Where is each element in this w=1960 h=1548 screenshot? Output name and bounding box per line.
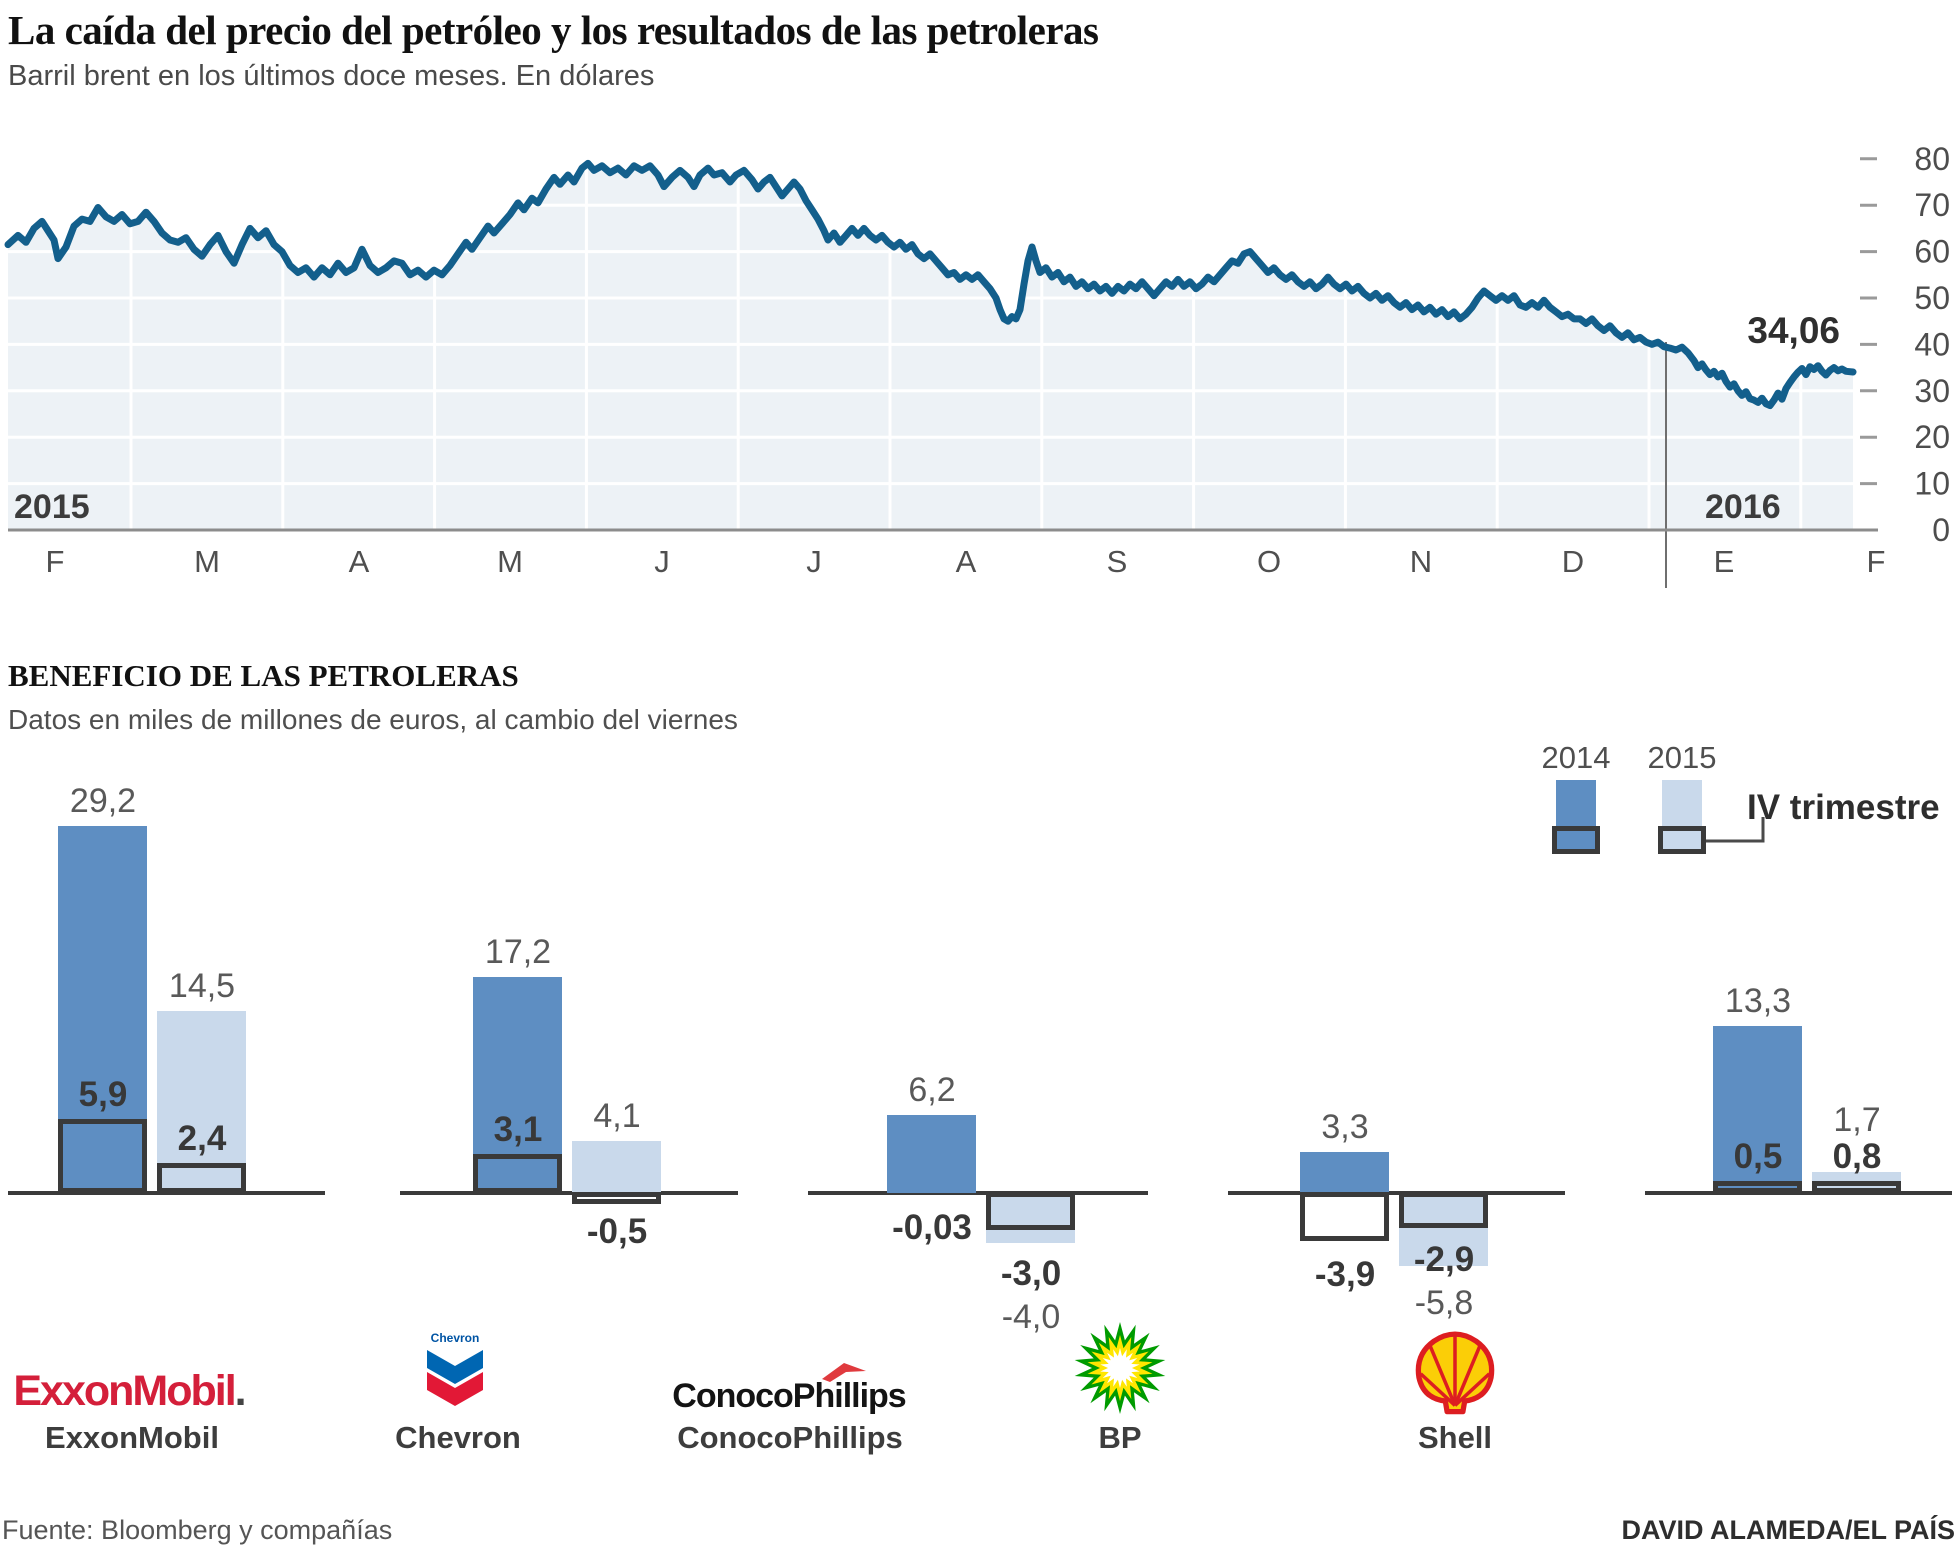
month-label: F: [46, 544, 65, 579]
month-label: A: [956, 544, 977, 579]
legend-swatch-2014: [1556, 780, 1596, 853]
annual-2015-value: 14,5: [168, 967, 236, 1005]
month-label: E: [1714, 544, 1735, 579]
annual-2014-value: 6,2: [908, 1071, 956, 1109]
year-label-2016: 2016: [1705, 488, 1781, 526]
month-label: F: [1867, 544, 1886, 579]
source-note: Fuente: Bloomberg y compañías: [2, 1515, 393, 1545]
y-tick-label: 50: [1914, 280, 1950, 316]
annual-bar: [58, 826, 147, 1193]
q4-2014-value: -3,9: [1314, 1255, 1376, 1294]
annual-bar: [157, 1011, 246, 1193]
q4-2014-value: 0,5: [1733, 1137, 1783, 1176]
brent-price-chart: 0 10 20 30 40 50 60 70 80 F M A M J J A S O N D E F 2015 2016 34…: [4, 141, 1950, 588]
price-area-fill: [8, 163, 1853, 530]
annual-2014-value: 17,2: [484, 933, 552, 971]
annual-bar: [887, 1115, 976, 1193]
y-tick-label: 40: [1914, 326, 1950, 362]
annual-2015-value: 4,1: [593, 1097, 641, 1135]
annual-2015-value: 1,7: [1833, 1101, 1881, 1139]
month-label: S: [1107, 544, 1128, 579]
q4-box: [1300, 1192, 1389, 1241]
q4-2015-value: -0,5: [586, 1212, 648, 1251]
price-chart-subtitle: Barril brent en los últimos doce meses. …: [8, 60, 655, 92]
annual-bar: [986, 1193, 1075, 1243]
month-label: A: [349, 544, 370, 579]
annual-2014-value: 13,3: [1724, 982, 1792, 1020]
legend-q4-box-2014: [1552, 826, 1600, 854]
legend-label-2015: 2015: [1647, 740, 1717, 775]
q4-box: [157, 1163, 246, 1193]
annual-2014-value: 29,2: [69, 782, 137, 820]
annual-bar: [1713, 1026, 1802, 1193]
y-tick-label: 70: [1914, 187, 1950, 223]
credit-note: DAVID ALAMEDA/EL PAÍS: [1621, 1515, 1955, 1545]
y-tick-label: 0: [1932, 512, 1950, 548]
bar-baseline: [8, 1191, 325, 1195]
exxonmobil-logo: ExxonMobil.: [13, 1367, 247, 1415]
month-label: N: [1410, 544, 1432, 579]
q4-2014-value: 5,9: [78, 1075, 128, 1114]
month-label: J: [654, 544, 670, 579]
brent-price-line: [4, 159, 1857, 410]
y-tick-label: 10: [1914, 466, 1950, 502]
y-tick-label: 80: [1914, 141, 1950, 177]
q4-box: [572, 1192, 661, 1204]
q4-box: [58, 1119, 147, 1193]
bp-logo: [950, 1322, 1290, 1416]
q4-2015-value: 0,8: [1832, 1137, 1882, 1176]
chevron-logo: Chevron: [285, 1328, 625, 1416]
company-name: ConocoPhillips: [677, 1420, 903, 1455]
conocophillips-logo: ConocoPhillips: [619, 1328, 959, 1416]
legend-label-q4: IV trimestre: [1747, 788, 1940, 827]
legend-connector-line: [1706, 817, 1765, 843]
bar-baseline: [1645, 1191, 1952, 1195]
legend-q4-box-2015: [1658, 826, 1706, 854]
q4-2014-value: -0,03: [892, 1208, 972, 1247]
month-label: M: [194, 544, 220, 579]
annual-2015-value: -4,0: [1001, 1298, 1061, 1336]
section-note: Datos en miles de millones de euros, al …: [8, 704, 738, 735]
q4-box: [1399, 1192, 1488, 1228]
last-value-label: 34,06: [1747, 310, 1840, 351]
company-name: Chevron: [395, 1420, 521, 1455]
year-label-2015: 2015: [14, 488, 90, 526]
page-title: La caída del precio del petróleo y los r…: [8, 7, 1099, 53]
annual-bar: [1399, 1193, 1488, 1266]
month-label: D: [1562, 544, 1584, 579]
month-label: J: [806, 544, 822, 579]
annual-2015-value: -5,8: [1414, 1284, 1474, 1322]
bar-baseline: [808, 1191, 1148, 1195]
annual-2014-value: 3,3: [1321, 1108, 1369, 1146]
q4-2015-value: 2,4: [177, 1119, 227, 1158]
y-tick-label: 30: [1914, 373, 1950, 409]
month-label: O: [1257, 544, 1281, 579]
section-header: BENEFICIO DE LAS PETROLERAS: [8, 658, 519, 693]
q4-2014-value: 3,1: [493, 1110, 543, 1149]
shell-logo: [1285, 1328, 1625, 1416]
annual-bar: [1300, 1152, 1389, 1193]
bar-baseline: [400, 1191, 738, 1195]
company-name: BP: [1098, 1420, 1142, 1455]
svg-text:Chevron: Chevron: [431, 1331, 480, 1345]
q4-box: [986, 1192, 1075, 1230]
q4-box: [1713, 1181, 1802, 1193]
bar-baseline: [1228, 1191, 1565, 1195]
month-label: M: [497, 544, 523, 579]
legend-swatch-2015: [1662, 780, 1702, 853]
company-name: ExxonMobil: [45, 1420, 219, 1455]
y-tick-label: 60: [1914, 234, 1950, 270]
annual-bar: [572, 1141, 661, 1193]
q4-2015-value: -3,0: [1000, 1254, 1062, 1293]
q4-box: [473, 1154, 562, 1193]
company-name: Shell: [1417, 1420, 1493, 1455]
legend-label-2014: 2014: [1541, 740, 1611, 775]
y-tick-label: 20: [1914, 419, 1950, 455]
q4-2015-value: -2,9: [1413, 1240, 1475, 1279]
q4-box: [1812, 1181, 1901, 1193]
